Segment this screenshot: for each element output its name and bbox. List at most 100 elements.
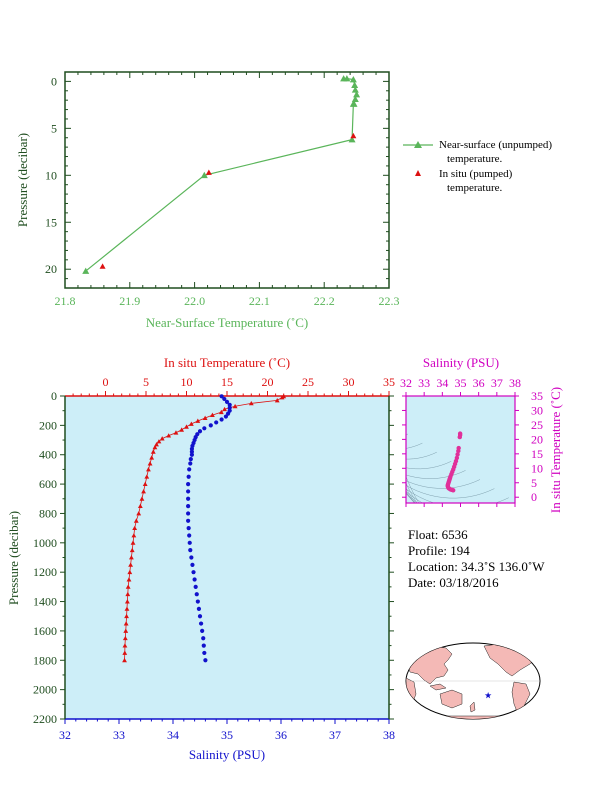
ts-ytick-label: 5 <box>531 476 537 490</box>
unpumped-temperature-point <box>351 86 359 93</box>
ts-ytick-label: 0 <box>531 490 537 504</box>
temperature-point <box>127 569 133 575</box>
ts-point <box>457 434 462 440</box>
temperature-point <box>154 442 159 447</box>
temperature-point <box>141 489 146 494</box>
top-ytick-label: 10 <box>45 168 57 182</box>
salinity-point <box>203 658 208 663</box>
salinity-tick-label: 38 <box>383 728 395 742</box>
salinity-tick-label: 36 <box>275 728 287 742</box>
temp-tick-label: 0 <box>103 375 109 389</box>
temperature-point <box>122 643 128 648</box>
temperature-point <box>130 540 136 545</box>
ts-xtick-label: 37 <box>491 376 503 390</box>
float-location: Location: 34.3˚S 136.0˚W <box>408 559 545 574</box>
density-contour <box>406 485 495 499</box>
temperature-point <box>173 430 179 435</box>
unpumped-temperature-point <box>351 95 359 103</box>
pressure-tick-label: 0 <box>51 389 57 403</box>
float-id: Float: 6536 <box>408 527 468 542</box>
pressure-tick-label: 2200 <box>33 712 57 726</box>
legend-pumped-marker <box>415 170 421 176</box>
float-location-star-icon <box>484 691 492 699</box>
density-contour <box>406 479 481 489</box>
temperature-point <box>126 577 132 582</box>
salinity-point <box>197 429 203 434</box>
ts-point <box>455 452 460 457</box>
salinity-tick-label: 32 <box>59 728 71 742</box>
pressure-tick-label: 1200 <box>33 565 57 579</box>
salinity-point <box>186 504 191 509</box>
salinity-point <box>225 411 231 416</box>
ts-xtick-label: 36 <box>473 376 485 390</box>
top-xtick-label: 22.0 <box>184 294 205 308</box>
salinity-point <box>227 402 232 407</box>
temp-tick-label: 35 <box>383 375 395 389</box>
profile-top-xlabel: In situ Temperature (˚C) <box>164 355 290 370</box>
profile-chart-background <box>65 396 389 719</box>
temp-tick-label: 5 <box>143 375 149 389</box>
ts-xlabel: Salinity (PSU) <box>423 355 499 370</box>
salinity-point <box>219 394 224 399</box>
legend-unpumped-marker <box>414 141 422 148</box>
map-land-greenland <box>523 643 537 653</box>
ts-xtick-label: 34 <box>436 376 448 390</box>
near-surface-temperature-chart: 21.8 21.9 22.0 22.1 22.2 22.3 0 5 10 15 20 Near-S… <box>15 71 552 330</box>
unpumped-temperature-point <box>353 91 361 98</box>
salinity-point <box>187 533 192 538</box>
pressure-tick-label: 1600 <box>33 624 57 638</box>
salinity-point <box>186 474 191 479</box>
legend-unpumped-label: Near-surface (unpumped) <box>439 139 552 151</box>
salinity-point <box>194 592 199 597</box>
salinity-point <box>227 405 232 410</box>
map-land-indonesia <box>429 683 447 691</box>
salinity-tick-label: 37 <box>329 728 341 742</box>
salinity-point <box>195 599 200 604</box>
temperature-point <box>146 467 151 472</box>
salinity-tick-label: 35 <box>221 728 233 742</box>
temperature-point <box>128 562 134 567</box>
salinity-point <box>188 461 193 466</box>
unpumped-temperature-point <box>348 136 356 143</box>
pressure-tick-label: 200 <box>39 418 57 432</box>
salinity-point <box>202 426 207 431</box>
map-land-new-zealand <box>469 701 476 713</box>
profile-date: Date: 03/18/2016 <box>408 575 499 590</box>
unpumped-temperature-point <box>349 100 357 107</box>
float-info: Float: 6536 Profile: 194 Location: 34.3˚… <box>408 527 544 591</box>
world-map <box>405 642 541 720</box>
salinity-point <box>224 399 230 404</box>
salinity-point <box>200 628 205 634</box>
pressure-tick-label: 600 <box>39 477 57 491</box>
density-contour <box>406 491 423 503</box>
top-ytick-label: 15 <box>45 215 57 229</box>
salinity-point <box>219 417 224 422</box>
temp-tick-label: 25 <box>302 375 314 389</box>
temperature-point <box>218 409 224 415</box>
temperature-point <box>136 511 142 516</box>
salinity-point <box>186 481 191 487</box>
top-xtick-label: 21.9 <box>119 294 140 308</box>
top-ytick-label: 5 <box>51 121 57 135</box>
top-xtick-label: 22.3 <box>379 294 400 308</box>
legend-pumped-label: In situ (pumped) <box>439 168 513 180</box>
ts-ytick-label: 15 <box>531 447 543 461</box>
temperature-point <box>125 591 131 597</box>
temperature-point <box>137 503 143 509</box>
pressure-tick-label: 800 <box>39 506 57 520</box>
temperature-point <box>123 628 129 633</box>
salinity-point <box>197 614 203 619</box>
top-ytick-label: 20 <box>45 262 57 276</box>
temperature-point <box>159 436 165 441</box>
temperature-point <box>142 481 148 487</box>
temperature-point <box>202 415 208 420</box>
temperature-point <box>144 474 150 479</box>
salinity-point <box>223 414 229 419</box>
salinity-point <box>189 555 194 560</box>
ts-ylabel: In situ Temperature (˚C) <box>548 387 563 513</box>
profile-number: Profile: 194 <box>408 543 470 558</box>
temperature-point <box>122 657 127 663</box>
unpumped-temperature-point <box>349 76 357 83</box>
top-ytick-label: 0 <box>51 74 57 88</box>
